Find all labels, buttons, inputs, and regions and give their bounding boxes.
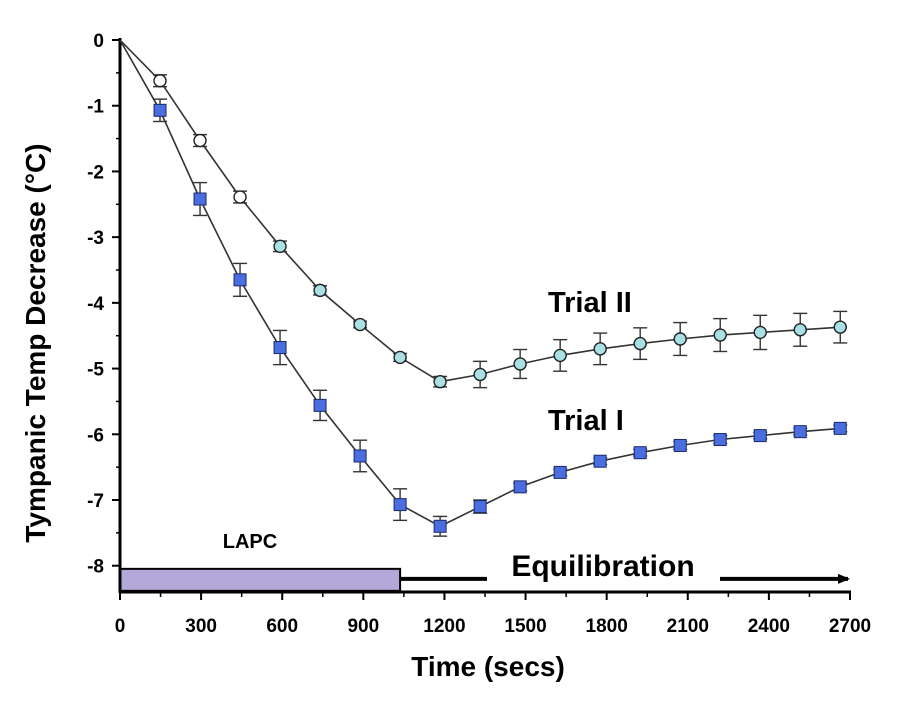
series-line	[119, 39, 841, 528]
y-axis-title: Tympanic Temp Decrease (°C)	[20, 143, 51, 542]
data-point	[553, 465, 567, 479]
data-point	[193, 133, 207, 148]
data-point	[793, 323, 807, 337]
y-tick-label: -7	[87, 491, 104, 512]
y-tick-label: -3	[87, 228, 104, 249]
data-point	[593, 454, 607, 468]
equilibration-label: Equilibration	[511, 550, 694, 583]
x-tick-label: 300	[185, 616, 217, 637]
data-point	[473, 367, 487, 382]
data-point	[273, 341, 287, 355]
data-point	[593, 342, 607, 356]
data-point	[513, 480, 527, 494]
data-point	[153, 74, 167, 88]
y-tick-label: -8	[87, 557, 104, 578]
y-tick-label: -5	[87, 360, 104, 381]
data-point	[153, 103, 167, 117]
data-point	[753, 429, 767, 443]
y-tick-label: 0	[93, 31, 104, 52]
series-trial-ii	[119, 39, 848, 389]
data-point	[633, 446, 647, 460]
x-tick-label: 1500	[504, 616, 546, 637]
data-point	[433, 519, 447, 533]
lapc-label: LAPC	[223, 531, 277, 553]
data-point	[713, 433, 727, 447]
data-point	[833, 320, 847, 334]
y-tick-label: -1	[87, 97, 104, 118]
series-label-trial-i: Trial I	[548, 405, 624, 437]
x-tick-label: 1200	[423, 616, 465, 637]
series-line	[119, 39, 841, 383]
data-point	[753, 325, 767, 340]
y-tick-label: -6	[87, 425, 104, 446]
data-point	[393, 498, 407, 512]
series-trial-i	[119, 39, 848, 537]
y-tick-label: -4	[87, 294, 104, 315]
data-point	[793, 425, 807, 439]
lapc-bar	[119, 567, 402, 592]
data-point	[233, 190, 247, 204]
x-tick-label: 1800	[586, 616, 628, 637]
data-point	[193, 192, 207, 206]
data-point	[833, 421, 847, 435]
x-tick-label: 900	[347, 616, 379, 637]
data-point	[313, 283, 327, 298]
data-point	[233, 273, 247, 287]
data-point	[633, 336, 647, 351]
data-point	[353, 317, 367, 332]
data-point	[673, 332, 687, 346]
data-point	[673, 438, 687, 452]
x-tick-label: 2100	[667, 616, 709, 637]
x-tick-label: 600	[266, 616, 298, 637]
data-point	[273, 239, 287, 254]
data-point	[353, 449, 367, 463]
data-point	[473, 500, 487, 514]
data-point	[513, 357, 527, 371]
x-tick-label: 2700	[829, 616, 871, 637]
data-point	[433, 375, 447, 389]
data-point	[393, 350, 407, 365]
x-tick-label: 0	[115, 616, 126, 637]
data-point	[553, 348, 567, 363]
x-tick-label: 2400	[748, 616, 790, 637]
data-point	[713, 328, 727, 342]
x-axis-title: Time (secs)	[411, 651, 565, 682]
series-label-trial-ii: Trial II	[548, 287, 632, 319]
y-tick-label: -2	[87, 162, 104, 183]
data-point	[313, 398, 327, 412]
